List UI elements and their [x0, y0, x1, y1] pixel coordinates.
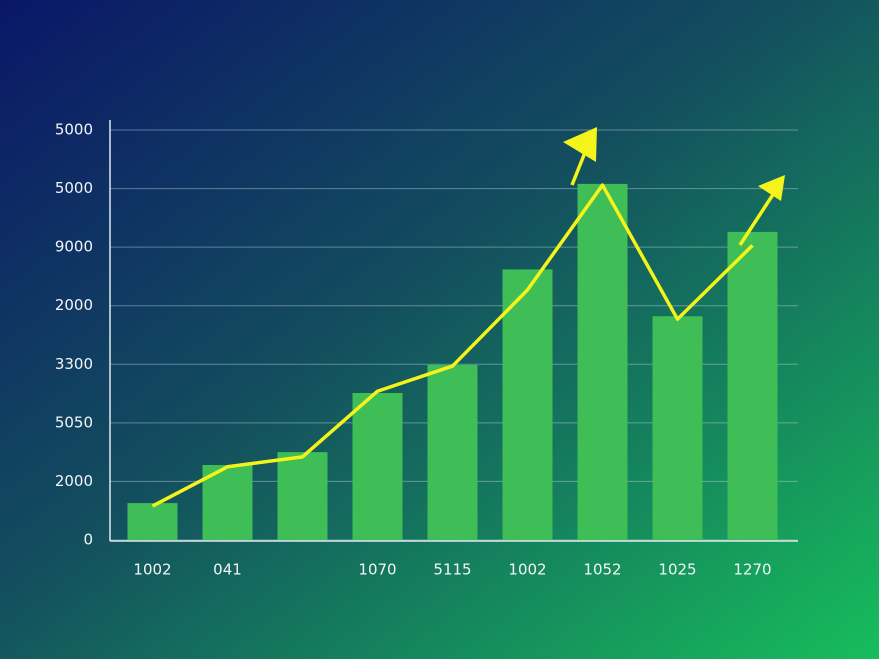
bar: [577, 183, 628, 540]
bar: [127, 503, 178, 540]
y-tick-label: 5000: [55, 179, 93, 197]
x-tick-label: 1025: [658, 561, 696, 579]
x-tick-label: 041: [213, 561, 242, 579]
bar: [502, 269, 553, 540]
plot-area: 0 2000 5050 3300 2000 9000 5000 5000 1002 041 1070…: [55, 121, 798, 579]
x-tick-label: 1270: [733, 561, 771, 579]
x-tick-label: 5115: [433, 561, 471, 579]
arrowhead: [758, 175, 785, 201]
bar: [427, 364, 478, 540]
y-tick-label: 9000: [55, 238, 93, 256]
x-tick-label: 1052: [583, 561, 621, 579]
x-tick-label: 1070: [358, 561, 396, 579]
bar: [277, 452, 328, 540]
y-tick-label: 5050: [55, 413, 93, 431]
y-tick-label: 2000: [55, 296, 93, 314]
bar: [352, 392, 403, 540]
bar: [202, 465, 253, 540]
arrows: [563, 127, 785, 246]
y-tick-label: 5000: [55, 121, 93, 139]
bar: [727, 231, 778, 540]
y-tick-label: 3300: [55, 355, 93, 373]
trend-line: [151, 183, 754, 508]
arrowhead: [563, 127, 597, 162]
y-tick-label: 0: [83, 531, 93, 549]
bar: [652, 316, 703, 540]
arrow-stem: [570, 149, 588, 186]
x-tick-label: 1002: [133, 561, 171, 579]
x-tick-label: 1002: [508, 561, 546, 579]
arrow-stem: [738, 192, 776, 246]
y-tick-label: 2000: [55, 472, 93, 490]
